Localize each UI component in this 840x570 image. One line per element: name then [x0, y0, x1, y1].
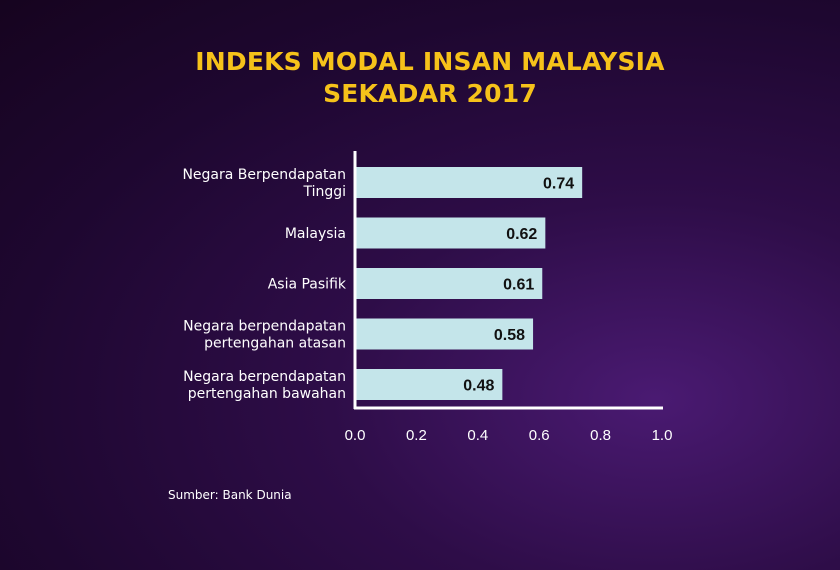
- category-label-0-line-1: Tinggi: [302, 184, 346, 200]
- x-tick-label-2: 0.4: [467, 427, 488, 444]
- bar-value-label-1: 0.62: [506, 226, 537, 243]
- bar-value-label-0: 0.74: [543, 176, 574, 193]
- bar-0: [355, 167, 583, 198]
- category-label-3-line-1: pertengahan atasan: [204, 336, 346, 352]
- source-note: Sumber: Bank Dunia: [168, 488, 292, 502]
- x-tick-label-0: 0.0: [345, 427, 366, 444]
- x-tick-label-3: 0.6: [529, 427, 550, 444]
- chart-title: INDEKS MODAL INSAN MALAYSIA SEKADAR 2017: [0, 46, 840, 110]
- bar-4: [355, 369, 503, 400]
- category-label-4-line-1: pertengahan bawahan: [188, 386, 346, 402]
- bar-3: [355, 318, 534, 350]
- chart-title-line-2: SEKADAR 2017: [323, 79, 537, 108]
- bar-value-label-2: 0.61: [503, 277, 534, 294]
- x-tick-labels: 0.0 0.2 0.4 0.6 0.8 1.0: [345, 427, 673, 444]
- bar-value-label-4: 0.48: [463, 378, 494, 395]
- category-label-3-line-0: Negara berpendapatan: [183, 319, 346, 335]
- category-label-4-line-0: Negara berpendapatan: [183, 369, 346, 385]
- x-tick-label-1: 0.2: [406, 427, 427, 444]
- axes-group: [353, 151, 663, 410]
- category-label-2-line-0: Asia Pasifik: [268, 277, 347, 293]
- chart-title-line-1: INDEKS MODAL INSAN MALAYSIA: [195, 47, 665, 76]
- category-label-1-line-0: Malaysia: [285, 226, 346, 242]
- bar-1: [355, 217, 546, 249]
- x-tick-label-5: 1.0: [652, 427, 673, 444]
- bar-2: [355, 268, 543, 299]
- bar-value-label-3: 0.58: [494, 327, 525, 344]
- category-label-0-line-0: Negara Berpendapatan: [182, 167, 346, 183]
- x-tick-label-4: 0.8: [590, 427, 611, 444]
